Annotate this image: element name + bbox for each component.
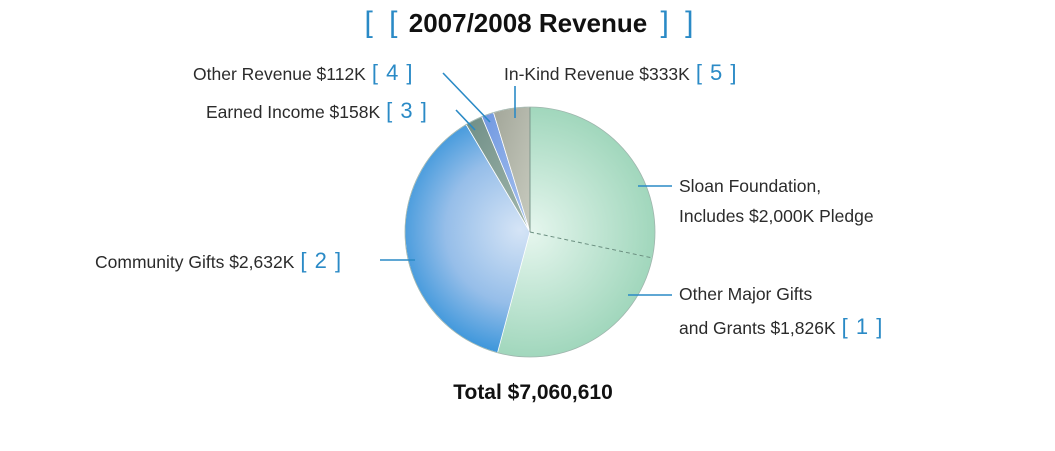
title-bracket-left: [ [ xyxy=(364,6,402,39)
pie-slice-major xyxy=(497,232,653,358)
label-earned-income: Earned Income $158K[ 3 ] xyxy=(206,100,428,122)
leader-other xyxy=(442,72,491,123)
label-number: [ 4 ] xyxy=(371,60,414,85)
label-sloan-line2: Includes $2,000K Pledge xyxy=(679,206,874,226)
title-bracket-right: ] ] xyxy=(660,6,698,39)
label-text: In-Kind Revenue $333K xyxy=(504,64,690,84)
total-label: Total $7,060,610 xyxy=(453,381,613,404)
label-number: [ 5 ] xyxy=(695,60,738,85)
label-text: Earned Income $158K xyxy=(206,102,381,122)
label-major-gifts-line2: and Grants $1,826K[ 1 ] xyxy=(679,316,883,338)
label-sloan-line1: Sloan Foundation, xyxy=(679,176,822,196)
label-other-revenue: Other Revenue $112K[ 4 ] xyxy=(193,62,414,84)
pie-slice-sloan xyxy=(530,107,655,258)
label-text: Community Gifts $2,632K xyxy=(95,252,295,272)
label-in-kind-revenue: In-Kind Revenue $333K[ 5 ] xyxy=(504,62,738,84)
chart-title: [ [ 2007/2008 Revenue ] ] xyxy=(0,6,1055,40)
label-text: Other Revenue $112K xyxy=(193,64,366,84)
label-community-gifts: Community Gifts $2,632K[ 2 ] xyxy=(95,250,342,272)
label-major-gifts-line1: Other Major Gifts xyxy=(679,284,813,304)
pie-outline xyxy=(404,106,656,358)
label-number: [ 1 ] xyxy=(841,314,884,339)
leader-earned xyxy=(455,109,476,131)
label-number: [ 2 ] xyxy=(300,248,343,273)
chart-title-text: 2007/2008 Revenue xyxy=(408,8,648,38)
label-text: and Grants $1,826K xyxy=(679,318,836,338)
label-number: [ 3 ] xyxy=(386,98,428,123)
